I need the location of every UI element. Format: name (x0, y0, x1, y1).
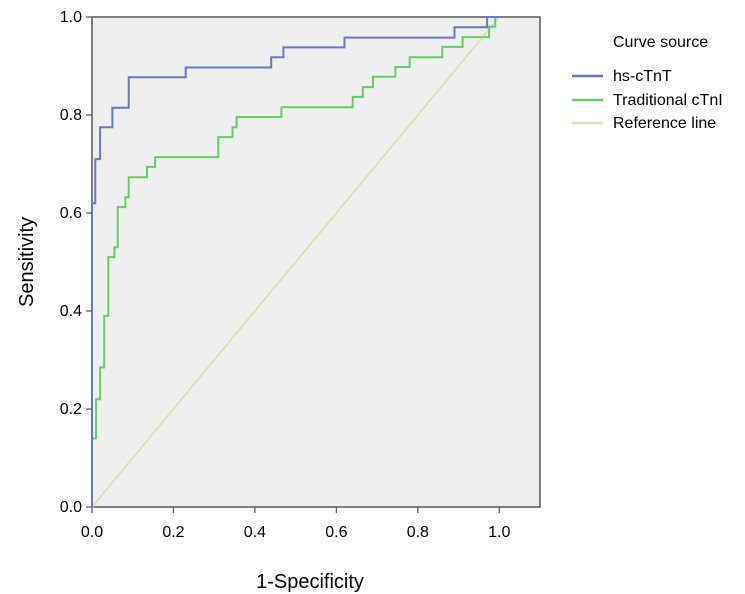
y-tick-label: 1.0 (60, 9, 82, 26)
x-tick-label: 0.4 (244, 524, 266, 541)
legend: Curve source hs-cTnT Traditional cTnI Refe… (572, 34, 723, 132)
x-tick-label: 0.6 (325, 524, 347, 541)
series-line-traditional-ctni (91, 16, 500, 507)
y-tick-label: 0.2 (60, 401, 82, 418)
plot-area (91, 16, 541, 508)
legend-title: Curve source (613, 34, 708, 51)
x-axis-title: 1-Specificity (256, 571, 364, 593)
series-line-hs-ctnt (91, 16, 500, 507)
x-tick-label: 0.0 (81, 524, 103, 541)
y-tick-label: 0.6 (60, 205, 82, 222)
x-tick-label: 0.2 (162, 524, 184, 541)
y-axis-title: Sensitivity (16, 217, 38, 307)
x-tick-label: 1.0 (488, 524, 510, 541)
legend-label-hs-ctnt: hs-cTnT (613, 68, 672, 85)
legend-label-traditional-ctni: Traditional cTnI (613, 92, 723, 109)
y-tick-label: 0.4 (60, 303, 82, 320)
legend-label-reference-line: Reference line (613, 115, 716, 132)
y-tick-label: 0.8 (60, 107, 82, 124)
series-line-reference-line (91, 16, 501, 508)
x-tick-label: 0.8 (407, 524, 429, 541)
y-tick-label: 0.0 (60, 499, 82, 516)
